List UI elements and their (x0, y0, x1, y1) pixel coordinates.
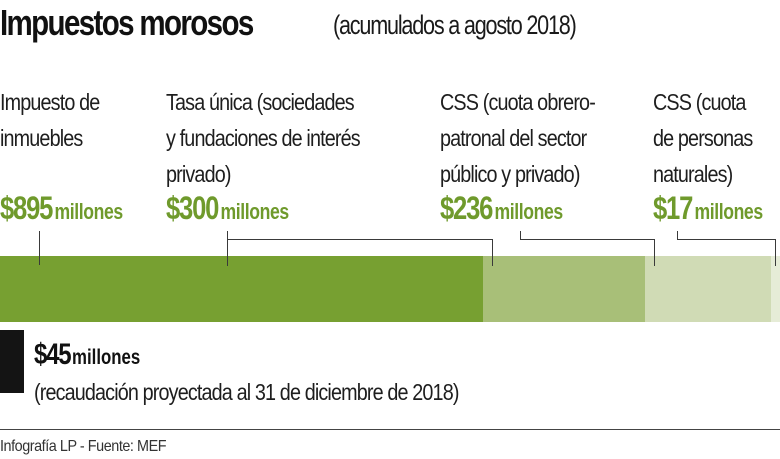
amount: $45 (34, 338, 72, 371)
amount: $17 (653, 190, 693, 226)
title-subtitle: (acumulados a agosto 2018) (333, 10, 577, 40)
category-label-css-personas-naturales: CSS (cuota de personas naturales) (653, 84, 769, 192)
title-main: Impuestos morosos (0, 2, 254, 43)
connector-line-css-personas-naturales (677, 239, 776, 266)
category-label-inmuebles: Impuesto de inmuebles (0, 84, 116, 156)
connector-line-css-obrero-patronal (520, 239, 655, 266)
amount: $300 (166, 190, 219, 226)
label-line: de personas (653, 125, 753, 151)
unit: millones (494, 199, 564, 224)
projection-marker (0, 330, 24, 393)
bar-segment-css-personas-naturales (771, 256, 780, 322)
label-line: y fundaciones de interés (166, 125, 361, 151)
amount: $895 (0, 190, 53, 226)
unit: millones (220, 199, 290, 224)
connector-line-tasa-unica (227, 239, 493, 266)
projection-note: (recaudación proyectada al 31 de diciemb… (34, 379, 459, 405)
projection-value: $45millones (34, 338, 140, 372)
label-line: privado) (166, 161, 231, 187)
label-line: público y privado) (440, 161, 580, 187)
footer-divider (0, 429, 780, 430)
connector-line-inmuebles (39, 231, 40, 265)
label-line: naturales) (653, 161, 733, 187)
chart-title: Impuestos morosos (acumulados a agosto 2… (0, 2, 577, 44)
amount: $236 (440, 190, 493, 226)
bar-segment-inmuebles (0, 256, 483, 322)
connector-line-css-personas-tick (677, 231, 678, 239)
category-label-css-obrero-patronal: CSS (cuota obrero- patronal del sector p… (440, 84, 620, 192)
value-tasa-unica: $300 millones (166, 190, 289, 227)
bar-segment-css-obrero-patronal (645, 256, 771, 322)
label-line: CSS (cuota (653, 89, 746, 115)
connector-line-css-obrero-tick (520, 231, 521, 239)
value-inmuebles: $895 millones (0, 190, 123, 227)
category-label-tasa-unica: Tasa única (sociedades y fundaciones de … (166, 84, 391, 192)
source-credit: Infografía LP - Fuente: MEF (0, 438, 167, 455)
label-line: inmuebles (0, 125, 83, 151)
bar-segment-tasa-unica (483, 256, 645, 322)
label-line: CSS (cuota obrero- (440, 89, 596, 115)
connector-line-tasa-unica-left (227, 231, 493, 266)
label-line: patronal del sector (440, 125, 587, 151)
value-css-personas-naturales: $17 millones (653, 190, 763, 227)
value-css-obrero-patronal: $236 millones (440, 190, 563, 227)
unit: millones (54, 199, 124, 224)
label-line: Tasa única (sociedades (166, 89, 355, 115)
unit: millones (72, 346, 141, 369)
unit: millones (694, 199, 764, 224)
label-line: Impuesto de (0, 89, 100, 115)
